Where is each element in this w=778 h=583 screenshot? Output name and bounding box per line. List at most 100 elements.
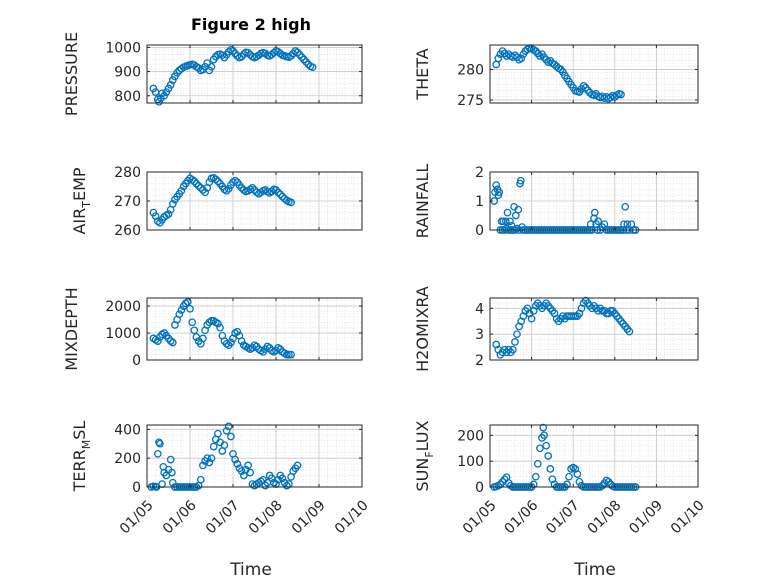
plot-panel: 800 900 1000 PRESSURE xyxy=(62,32,363,116)
x-tick-label: 01/09 xyxy=(289,497,329,537)
plot-panel: 0 1000 2000 MIXDEPTH xyxy=(62,287,363,371)
data-marker xyxy=(529,480,538,489)
data-marker xyxy=(190,326,199,335)
x-tick-label: 01/10 xyxy=(332,497,372,537)
data-marker xyxy=(287,198,295,207)
y-tick-label: 275 xyxy=(457,93,484,109)
data-marker xyxy=(509,53,517,62)
data-marker xyxy=(503,208,512,217)
x-tick-label: 01/06 xyxy=(160,497,200,537)
data-marker xyxy=(598,92,607,101)
y-tick-label: 0 xyxy=(475,223,484,239)
data-marker xyxy=(175,310,184,319)
y-tick-label: 100 xyxy=(457,454,484,470)
data-marker xyxy=(575,477,584,486)
data-marker xyxy=(542,441,551,450)
data-marker xyxy=(216,323,224,332)
data-marker xyxy=(168,468,176,477)
data-marker xyxy=(199,334,207,343)
data-marker xyxy=(203,454,212,463)
data-marker xyxy=(207,454,216,463)
y-tick-label: 2 xyxy=(475,353,484,369)
data-marker xyxy=(205,458,214,467)
data-marker xyxy=(194,182,203,190)
data-marker xyxy=(594,217,603,226)
data-marker xyxy=(192,179,201,188)
axes-box xyxy=(146,297,363,361)
data-marker xyxy=(267,50,276,59)
axes-box xyxy=(489,44,699,104)
data-marker xyxy=(199,186,207,194)
data-marker xyxy=(207,317,216,325)
data-marker xyxy=(287,350,295,359)
y-tick-label: 1 xyxy=(475,194,484,210)
y-tick-label: 200 xyxy=(114,451,141,467)
data-marker xyxy=(527,314,536,323)
data-marker xyxy=(205,178,214,187)
data-marker xyxy=(293,461,302,470)
data-marker xyxy=(250,186,259,194)
data-marker xyxy=(153,449,162,458)
data-marker xyxy=(227,432,235,441)
data-marker xyxy=(501,217,510,226)
data-marker xyxy=(227,338,235,347)
figure-title: Figure 2 high xyxy=(191,15,311,34)
data-marker xyxy=(168,478,177,487)
y-axis-label: THETA xyxy=(413,48,432,100)
data-marker xyxy=(272,186,280,194)
data-marker xyxy=(164,210,173,218)
data-marker xyxy=(546,465,555,473)
data-marker xyxy=(514,205,523,214)
data-marker xyxy=(188,318,197,327)
plot-panel: 260 270 280 AIRTEMP xyxy=(70,165,363,239)
data-marker xyxy=(539,423,548,432)
y-tick-label: 280 xyxy=(457,62,484,78)
axes-box xyxy=(146,424,363,488)
data-marker xyxy=(186,304,194,313)
y-tick-label: 0 xyxy=(475,480,484,496)
x-tick-label: 01/09 xyxy=(626,497,666,537)
data-marker xyxy=(207,62,216,71)
plot-panel: 0 1 2 RAINFALL xyxy=(413,164,699,239)
data-marker xyxy=(516,176,525,185)
data-marker xyxy=(509,345,517,354)
data-marker xyxy=(155,97,163,106)
data-marker xyxy=(166,455,175,464)
data-marker xyxy=(214,177,222,186)
data-marker xyxy=(224,422,233,431)
axes-box xyxy=(489,297,699,361)
x-tick-label: 01/07 xyxy=(203,497,243,537)
axes-background xyxy=(490,425,698,487)
y-tick-label: 260 xyxy=(114,223,141,239)
data-marker xyxy=(590,208,599,217)
data-marker xyxy=(544,452,553,460)
y-axis-label: RAINFALL xyxy=(413,164,432,239)
data-marker xyxy=(621,202,630,211)
data-marker xyxy=(231,49,239,58)
axes-box xyxy=(146,44,363,104)
data-marker xyxy=(153,337,162,345)
x-tick-label: 01/08 xyxy=(246,497,286,537)
data-marker xyxy=(237,52,246,61)
data-marker xyxy=(214,319,222,328)
x-axis-label-right: Time xyxy=(573,560,616,580)
data-marker xyxy=(492,181,501,189)
data-marker xyxy=(495,188,504,197)
x-tick-label: 01/05 xyxy=(117,497,157,537)
axes-box xyxy=(489,424,699,488)
y-tick-label: 0 xyxy=(132,353,141,369)
data-marker xyxy=(156,439,164,448)
data-marker xyxy=(196,475,205,484)
data-marker xyxy=(540,431,548,440)
data-marker xyxy=(233,460,242,468)
data-marker xyxy=(237,337,246,345)
data-marker xyxy=(563,480,571,489)
data-marker xyxy=(168,338,177,347)
data-marker xyxy=(209,442,218,451)
y-tick-label: 2 xyxy=(475,165,484,181)
x-tick-label: 01/10 xyxy=(668,497,708,537)
y-tick-label: 1000 xyxy=(105,40,141,56)
data-marker xyxy=(278,192,287,201)
data-marker xyxy=(285,350,293,359)
